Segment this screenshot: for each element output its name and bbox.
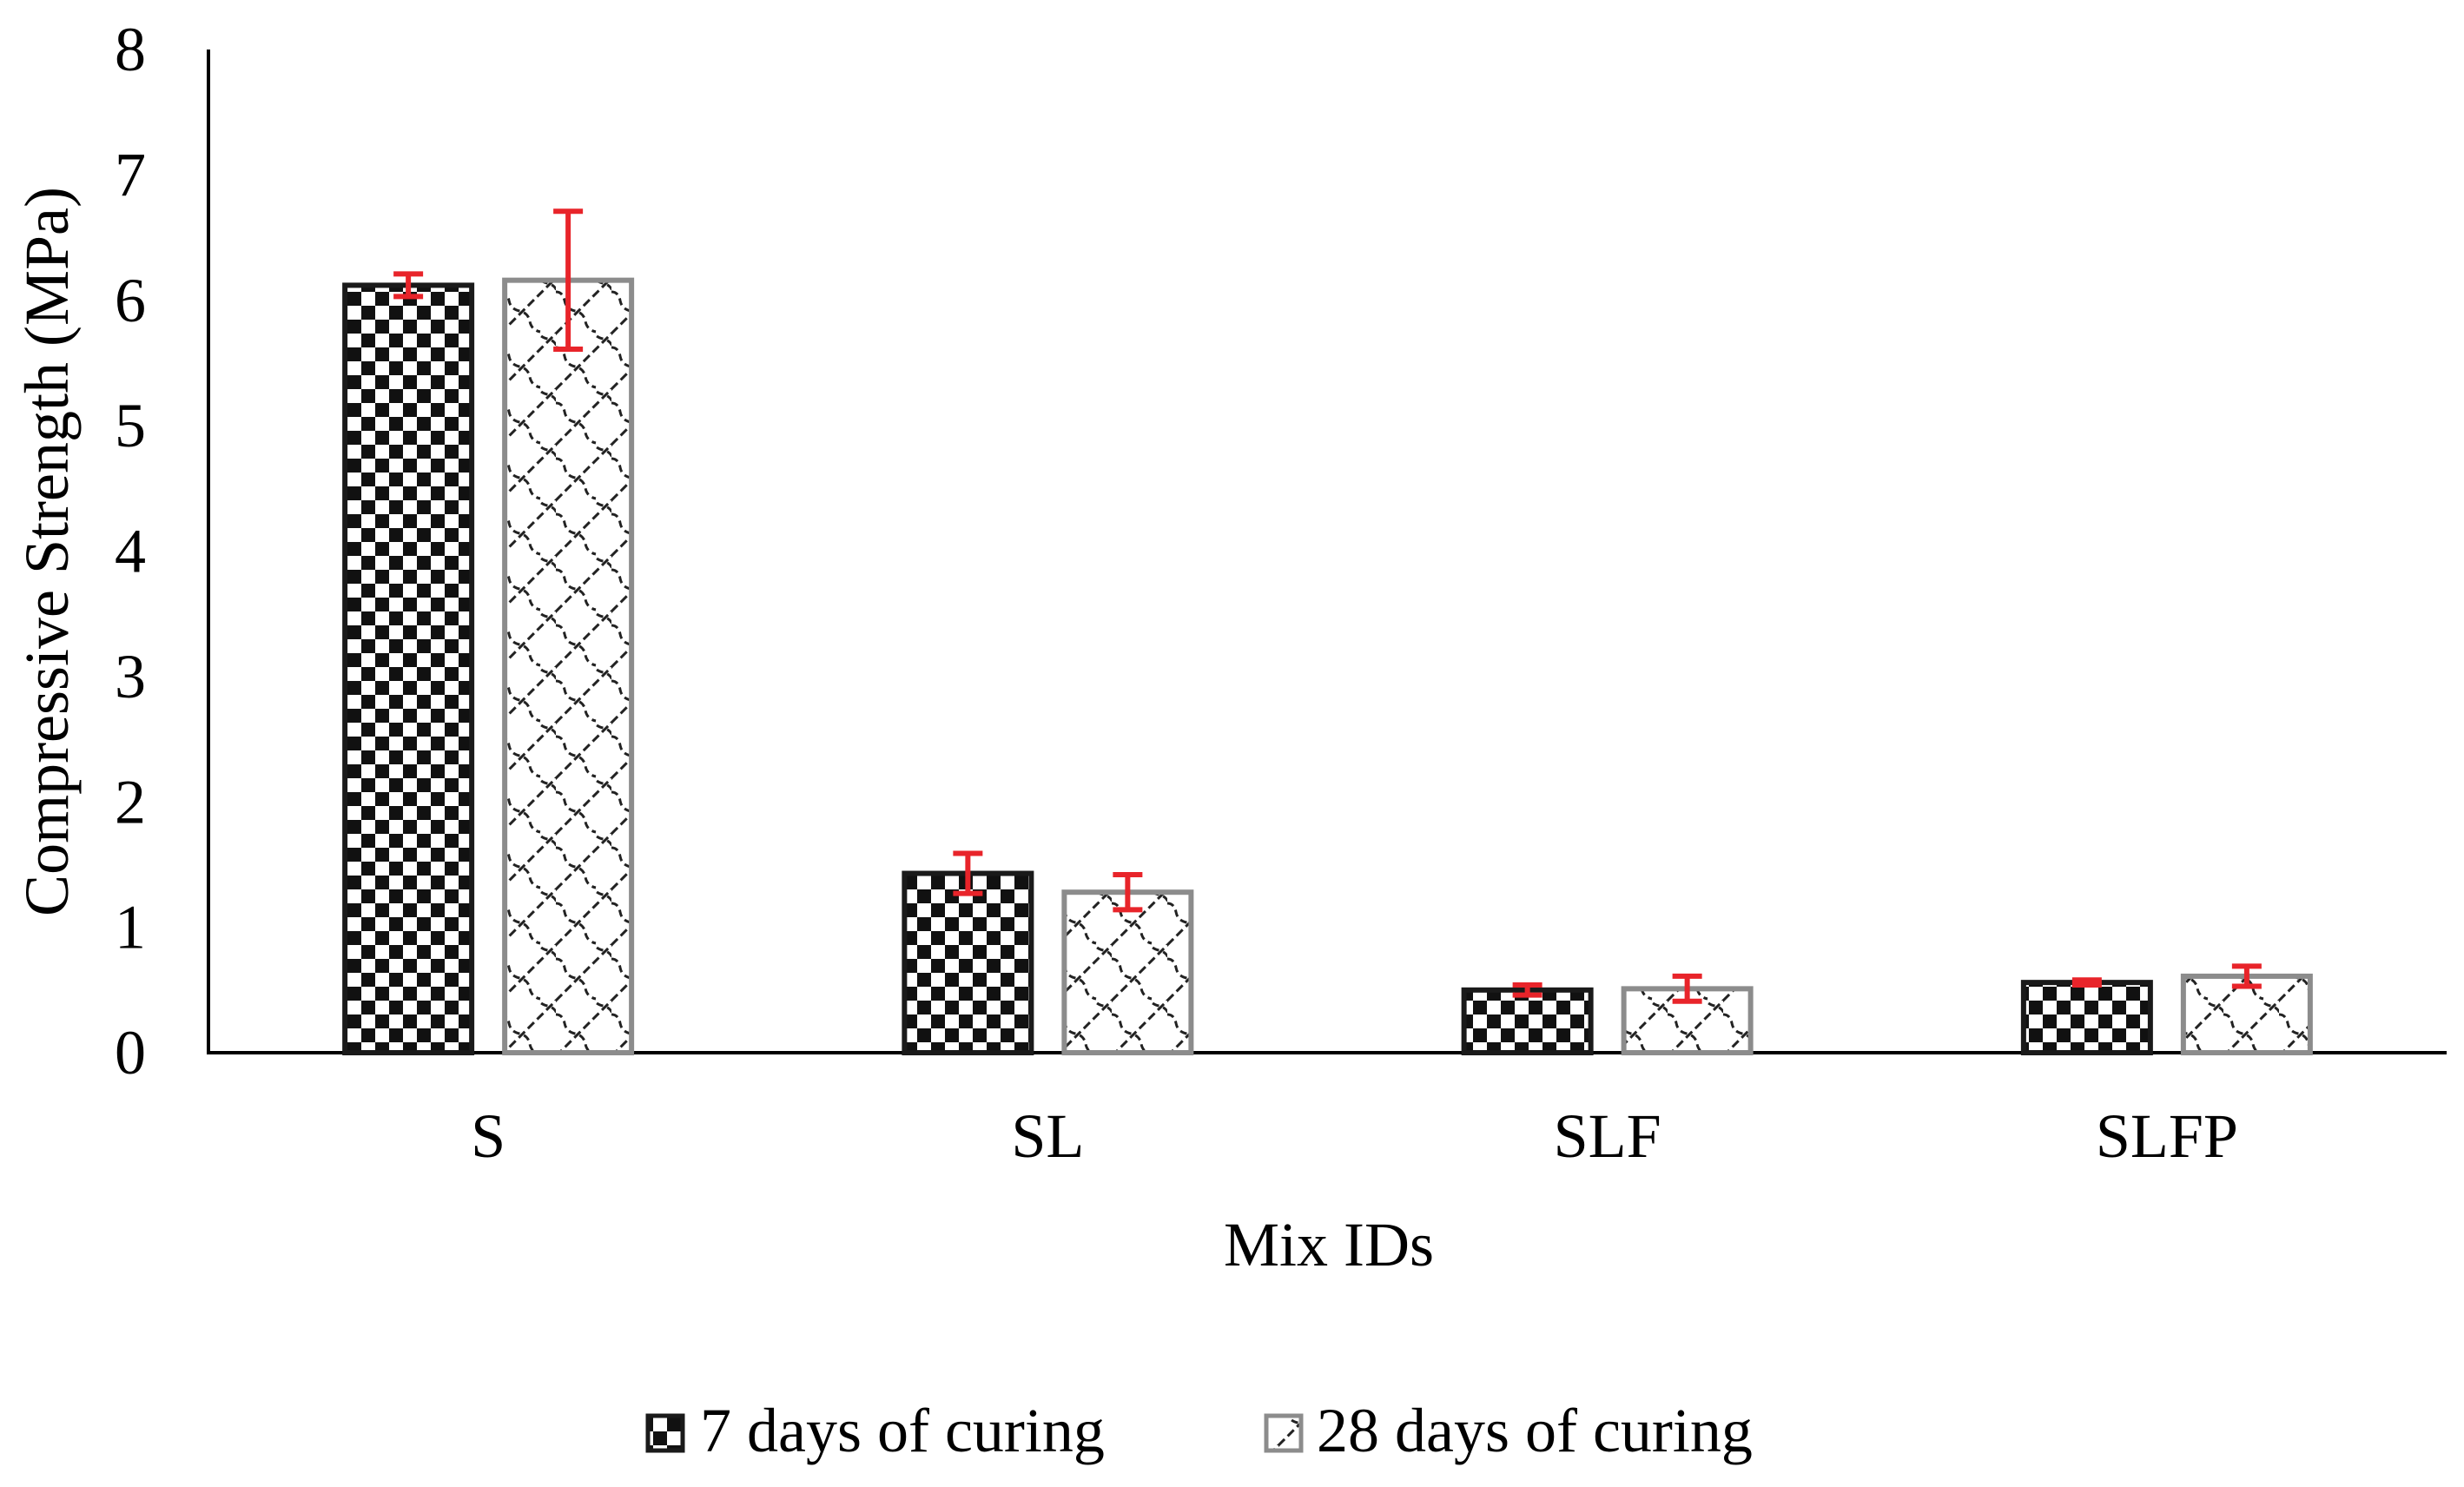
y-tick-label-2: 2 xyxy=(115,767,146,836)
x-axis-label: Mix IDs xyxy=(1224,1210,1434,1279)
error-bar-7-days-s xyxy=(393,271,424,300)
y-axis-label: Compressive Strength (MPa) xyxy=(12,187,82,916)
y-tick-label-4: 4 xyxy=(115,517,146,586)
y-tick-label-3: 3 xyxy=(115,642,146,711)
y-tick-label-0: 0 xyxy=(115,1018,146,1087)
legend-swatch-7-days xyxy=(645,1413,685,1453)
error-bar-28-days-slf xyxy=(1672,973,1702,1004)
legend-label-7-days: 7 days of curing xyxy=(700,1396,1105,1465)
legend-swatch-28-days xyxy=(1264,1413,1304,1453)
error-bar-28-days-s xyxy=(553,208,584,353)
x-tick-label-sl: SL xyxy=(1011,1101,1084,1171)
legend: 7 days of curing 28 days of curing xyxy=(645,1396,1753,1465)
bar-7-days-sl xyxy=(902,870,1034,1056)
x-tick-label-s: S xyxy=(471,1101,505,1171)
error-bars xyxy=(393,208,2262,1004)
bar-7-days-s xyxy=(342,282,475,1055)
legend-item-7-days: 7 days of curing xyxy=(645,1396,1105,1465)
y-tick-label-1: 1 xyxy=(115,893,146,962)
bar-7-days-slfp xyxy=(2020,980,2153,1056)
bar-28-days-s xyxy=(502,277,635,1055)
x-tick-label-slfp: SLFP xyxy=(2096,1101,2238,1171)
bar-28-days-sl xyxy=(1061,889,1194,1055)
bars xyxy=(342,277,2313,1056)
error-bar-7-days-slf xyxy=(1512,982,1542,998)
error-bar-28-days-slfp xyxy=(2231,963,2262,989)
error-bar-28-days-sl xyxy=(1113,871,1143,913)
y-tick-labels: 0 1 2 3 4 5 6 7 8 xyxy=(115,15,146,1087)
bar-7-days-slf xyxy=(1461,987,1594,1055)
y-tick-label-7: 7 xyxy=(115,140,146,209)
legend-label-28-days: 28 days of curing xyxy=(1317,1396,1753,1465)
error-bar-7-days-slfp xyxy=(2071,977,2102,988)
x-tick-labels: S SL SLF SLFP xyxy=(471,1101,2238,1171)
error-bar-7-days-sl xyxy=(953,850,983,896)
y-tick-label-6: 6 xyxy=(115,266,146,335)
y-tick-label-8: 8 xyxy=(115,15,146,84)
legend-item-28-days: 28 days of curing xyxy=(1264,1396,1753,1465)
y-tick-label-5: 5 xyxy=(115,391,146,460)
x-tick-label-slf: SLF xyxy=(1554,1101,1661,1171)
